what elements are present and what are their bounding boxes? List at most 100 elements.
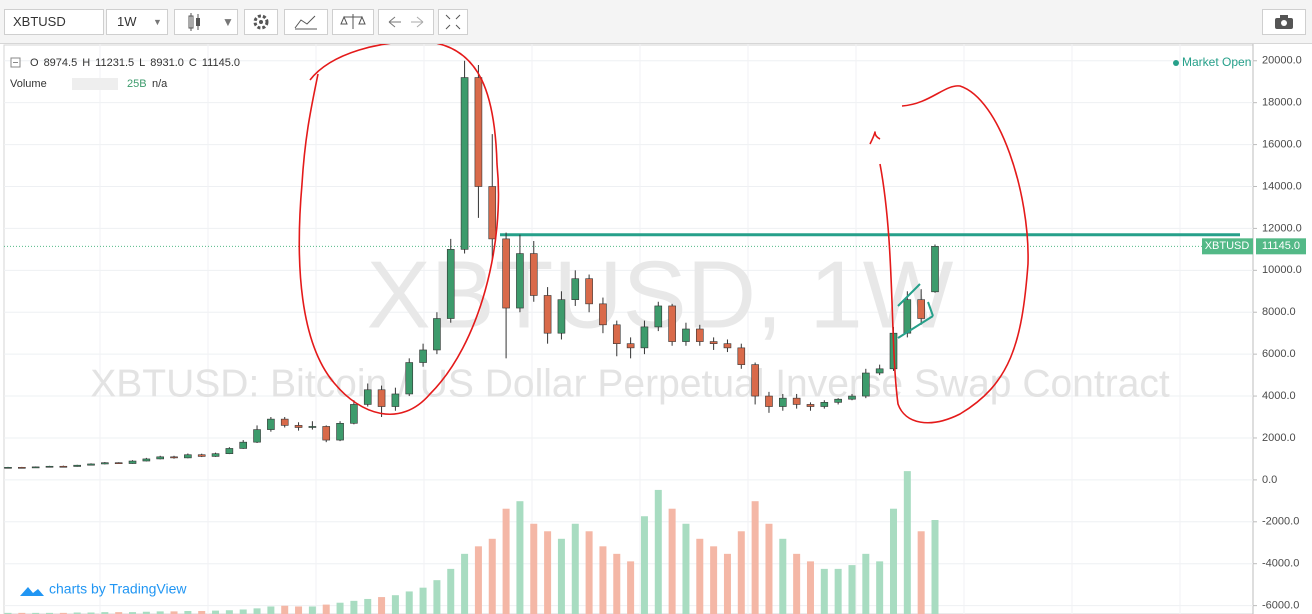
candle-icon: ▼ bbox=[188, 13, 234, 31]
volume-bar bbox=[281, 605, 289, 614]
volume-bar bbox=[18, 612, 26, 614]
fullscreen-button[interactable] bbox=[438, 9, 468, 35]
volume-bar bbox=[170, 611, 178, 614]
candle-body bbox=[848, 395, 856, 400]
undo-redo-icon bbox=[388, 16, 424, 28]
candle-body bbox=[18, 467, 26, 469]
volume-bar bbox=[391, 595, 399, 614]
candle-body bbox=[834, 398, 842, 403]
gear-icon bbox=[253, 14, 269, 30]
interval: 1W bbox=[117, 14, 137, 29]
volume-bar bbox=[156, 611, 164, 614]
volume-bar bbox=[544, 531, 552, 614]
settings-button[interactable] bbox=[244, 9, 278, 35]
candle-body bbox=[45, 465, 54, 468]
volume-bar bbox=[419, 587, 427, 614]
candle-body bbox=[267, 418, 275, 430]
volume-bar bbox=[32, 612, 40, 614]
price-label: 11145.0 bbox=[1262, 240, 1300, 252]
y-tick-label: -6000.0 bbox=[1262, 600, 1299, 612]
y-tick-label: 2000.0 bbox=[1262, 432, 1296, 444]
candle-body bbox=[723, 343, 732, 349]
volume-bar bbox=[308, 606, 316, 614]
candle-body bbox=[585, 278, 593, 305]
trend-lines bbox=[897, 283, 934, 339]
volume-bar bbox=[184, 610, 192, 614]
candle-body bbox=[363, 389, 372, 405]
candle-body bbox=[612, 324, 621, 344]
y-tick-label: 18000.0 bbox=[1262, 97, 1302, 109]
volume-bar bbox=[73, 612, 81, 614]
candle-body bbox=[4, 467, 12, 469]
y-tick-label: 16000.0 bbox=[1262, 138, 1302, 150]
volume-bar bbox=[710, 546, 718, 614]
candle-body bbox=[488, 186, 497, 240]
toolbar: XBTUSD 1W ▼ ▼ bbox=[0, 0, 1312, 44]
volume-bar bbox=[516, 501, 524, 614]
ohlc-item: C bbox=[189, 57, 197, 69]
branding-text[interactable]: charts by TradingView bbox=[49, 581, 187, 597]
indicators-button[interactable] bbox=[284, 9, 328, 35]
volume-bar bbox=[225, 610, 233, 614]
watermark-subtitle: XBTUSD: Bitcoin / US Dollar Perpetual In… bbox=[90, 362, 1170, 405]
y-tick-label: 4000.0 bbox=[1262, 390, 1296, 402]
volume-bar bbox=[571, 523, 579, 614]
candle-body bbox=[640, 326, 649, 349]
volume-bar bbox=[433, 580, 441, 614]
ohlc-item: 11231.5 bbox=[95, 57, 134, 69]
volume-bar bbox=[834, 568, 842, 614]
candle-body bbox=[654, 305, 663, 328]
candle-body bbox=[73, 464, 81, 467]
ohlc-item: 8931.0 bbox=[150, 57, 184, 69]
volume-bar bbox=[599, 546, 607, 614]
camera-icon bbox=[1275, 15, 1293, 29]
candle-body bbox=[308, 426, 317, 428]
volume-bar bbox=[87, 612, 95, 614]
volume-bar bbox=[557, 538, 565, 614]
candle-body bbox=[31, 466, 40, 469]
volume-bar bbox=[779, 538, 787, 614]
volume-bar bbox=[696, 538, 704, 614]
volume-bar bbox=[378, 597, 386, 614]
volume-bar bbox=[239, 609, 247, 614]
candle-body bbox=[405, 362, 414, 395]
volume-bar bbox=[530, 523, 538, 614]
candle-body bbox=[377, 389, 386, 407]
volume-bar bbox=[668, 508, 676, 614]
chart-pane: XBTUSD, 1W XBTUSD: Bitcoin / US Dollar P… bbox=[3, 44, 1306, 614]
symbol-search[interactable]: XBTUSD bbox=[4, 9, 104, 35]
volume-bar bbox=[640, 516, 648, 614]
volume-bar bbox=[876, 561, 884, 614]
volume-bar bbox=[613, 553, 621, 614]
fullscreen-icon bbox=[445, 14, 461, 30]
interval-button[interactable]: 1W ▼ bbox=[106, 9, 168, 35]
candle-body bbox=[253, 429, 261, 443]
candle-body bbox=[737, 347, 746, 365]
volume-bar bbox=[350, 600, 358, 614]
compare-button[interactable] bbox=[332, 9, 374, 35]
chart-style-button[interactable]: ▼ bbox=[174, 9, 238, 35]
candle-body bbox=[336, 423, 344, 441]
symbol-label: XBTUSD bbox=[1205, 240, 1250, 252]
freehand-circle bbox=[869, 85, 1029, 424]
volume-bar bbox=[793, 553, 801, 614]
snapshot-button[interactable] bbox=[1262, 9, 1306, 35]
candle-body bbox=[142, 458, 151, 462]
candle-body bbox=[184, 454, 192, 459]
symbol-label-box bbox=[1202, 238, 1253, 255]
candle-body bbox=[59, 465, 68, 468]
indicators-icon bbox=[294, 15, 317, 30]
ohlc-item: 8974.5 bbox=[44, 57, 78, 69]
undo-redo[interactable] bbox=[378, 9, 434, 35]
candle-body bbox=[211, 453, 220, 457]
volume-bar bbox=[585, 531, 593, 614]
branding: charts by TradingView bbox=[20, 581, 187, 597]
volume-bar bbox=[129, 612, 137, 614]
candle-body bbox=[101, 462, 109, 465]
candle-body bbox=[87, 463, 95, 466]
volume-bar bbox=[4, 612, 12, 614]
candle-body bbox=[391, 393, 400, 407]
volume-bar bbox=[848, 565, 856, 614]
candle-body bbox=[903, 299, 912, 334]
candle-body bbox=[626, 343, 635, 349]
